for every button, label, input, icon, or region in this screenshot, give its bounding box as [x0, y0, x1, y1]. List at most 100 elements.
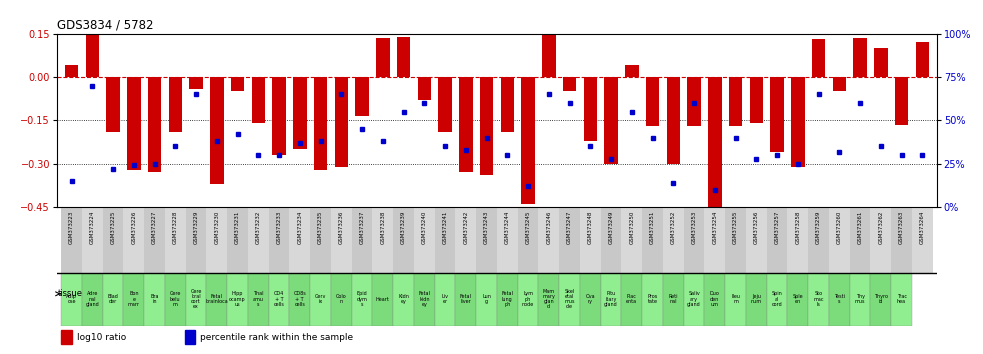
Text: log10 ratio: log10 ratio	[78, 333, 127, 342]
Bar	[496, 207, 518, 273]
Bar	[102, 273, 124, 326]
Bar	[870, 207, 892, 273]
Bar	[106, 77, 120, 132]
Text: Adre
nal
gland: Adre nal gland	[86, 291, 99, 307]
Bar	[705, 207, 725, 273]
Text: GSM373262: GSM373262	[878, 210, 884, 244]
Text: Spin
al
cord: Spin al cord	[772, 291, 782, 307]
Bar	[687, 77, 701, 126]
Bar	[289, 207, 311, 273]
Bar	[539, 273, 559, 326]
Bar	[272, 77, 286, 155]
Bar	[892, 207, 912, 273]
Text: GSM373245: GSM373245	[526, 210, 531, 244]
Bar	[147, 77, 161, 172]
Text: percentile rank within the sample: percentile rank within the sample	[201, 333, 354, 342]
Bar	[542, 35, 555, 77]
Text: Epid
dym
s: Epid dym s	[357, 291, 368, 307]
Text: GSM373260: GSM373260	[837, 210, 841, 244]
Bar	[61, 207, 82, 273]
Bar	[559, 207, 580, 273]
Text: GSM373264: GSM373264	[920, 210, 925, 244]
Bar	[915, 42, 929, 77]
Bar	[434, 273, 455, 326]
Text: Pros
tate: Pros tate	[648, 294, 658, 304]
Text: GSM373253: GSM373253	[691, 210, 697, 244]
Text: GSM373236: GSM373236	[339, 210, 344, 244]
Bar	[500, 77, 514, 132]
Bar	[601, 207, 621, 273]
Text: Ova
ry: Ova ry	[586, 294, 595, 304]
Bar	[124, 273, 145, 326]
Bar	[82, 273, 102, 326]
Bar	[311, 207, 331, 273]
Bar	[102, 207, 124, 273]
Bar	[393, 273, 414, 326]
Bar	[185, 330, 196, 344]
Bar	[728, 77, 742, 126]
Text: GSM373243: GSM373243	[484, 210, 489, 244]
Bar	[190, 77, 202, 88]
Text: Hipp
ocamp
us: Hipp ocamp us	[229, 291, 246, 307]
Bar	[539, 207, 559, 273]
Bar	[605, 77, 617, 164]
Bar	[563, 77, 576, 91]
Bar	[373, 207, 393, 273]
Text: GSM373256: GSM373256	[754, 210, 759, 244]
Bar	[705, 273, 725, 326]
Bar	[248, 273, 268, 326]
Text: CD8s
+ T
cells: CD8s + T cells	[293, 291, 306, 307]
Text: Jeju
num: Jeju num	[751, 294, 762, 304]
Bar	[874, 48, 888, 77]
Text: Liv
er: Liv er	[441, 294, 448, 304]
Text: GSM373224: GSM373224	[89, 210, 94, 244]
Bar	[601, 273, 621, 326]
Text: GSM373259: GSM373259	[816, 210, 821, 244]
Bar	[455, 207, 476, 273]
Bar	[829, 273, 849, 326]
Bar	[165, 207, 186, 273]
Bar	[808, 273, 829, 326]
Bar	[373, 273, 393, 326]
Bar	[231, 77, 245, 91]
Text: Trac
hea: Trac hea	[896, 294, 906, 304]
Bar	[210, 77, 223, 184]
Text: GSM373232: GSM373232	[256, 210, 260, 244]
Bar	[787, 207, 808, 273]
Bar	[393, 207, 414, 273]
Bar	[663, 207, 683, 273]
Bar	[65, 65, 79, 77]
Bar	[165, 273, 186, 326]
Text: Thy
mus: Thy mus	[855, 294, 865, 304]
Bar	[186, 273, 206, 326]
Bar	[355, 77, 369, 116]
Bar	[293, 77, 307, 149]
Bar	[912, 207, 933, 273]
Bar	[206, 273, 227, 326]
Text: Cerv
ix: Cerv ix	[315, 294, 326, 304]
Text: Ileu
m: Ileu m	[731, 294, 740, 304]
Text: Bra
in: Bra in	[150, 294, 159, 304]
Text: GDS3834 / 5782: GDS3834 / 5782	[57, 18, 153, 31]
Bar	[455, 273, 476, 326]
Bar	[849, 207, 870, 273]
Text: Testi
s: Testi s	[834, 294, 844, 304]
Bar	[642, 207, 663, 273]
Bar	[895, 77, 908, 125]
Text: GSM373233: GSM373233	[276, 210, 281, 244]
Bar	[833, 77, 846, 91]
Text: Kidn
ey: Kidn ey	[398, 294, 409, 304]
Text: Heart: Heart	[376, 297, 389, 302]
Bar	[480, 77, 493, 175]
Text: Bon
e
marr: Bon e marr	[128, 291, 140, 307]
Text: Sto
mac
ls: Sto mac ls	[813, 291, 824, 307]
Bar	[725, 207, 746, 273]
Bar	[331, 207, 352, 273]
Bar	[787, 273, 808, 326]
Bar	[767, 207, 787, 273]
Bar	[646, 77, 660, 126]
Text: GSM373254: GSM373254	[713, 210, 718, 244]
Bar	[459, 77, 473, 172]
Bar	[124, 207, 145, 273]
Text: Fetal
kidn
ey: Fetal kidn ey	[419, 291, 431, 307]
